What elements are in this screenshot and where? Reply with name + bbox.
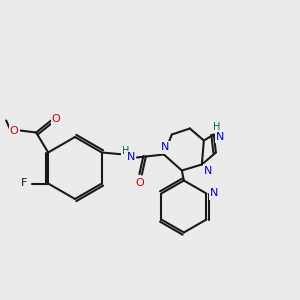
Text: H: H xyxy=(122,146,130,155)
Text: H: H xyxy=(213,122,220,133)
Text: F: F xyxy=(21,178,27,188)
Text: N: N xyxy=(127,152,135,163)
Text: O: O xyxy=(10,125,19,136)
Text: O: O xyxy=(136,178,144,188)
Text: N: N xyxy=(216,131,224,142)
Text: N: N xyxy=(204,166,212,176)
Text: N: N xyxy=(161,142,169,152)
Text: N: N xyxy=(210,188,219,199)
Text: O: O xyxy=(52,113,61,124)
